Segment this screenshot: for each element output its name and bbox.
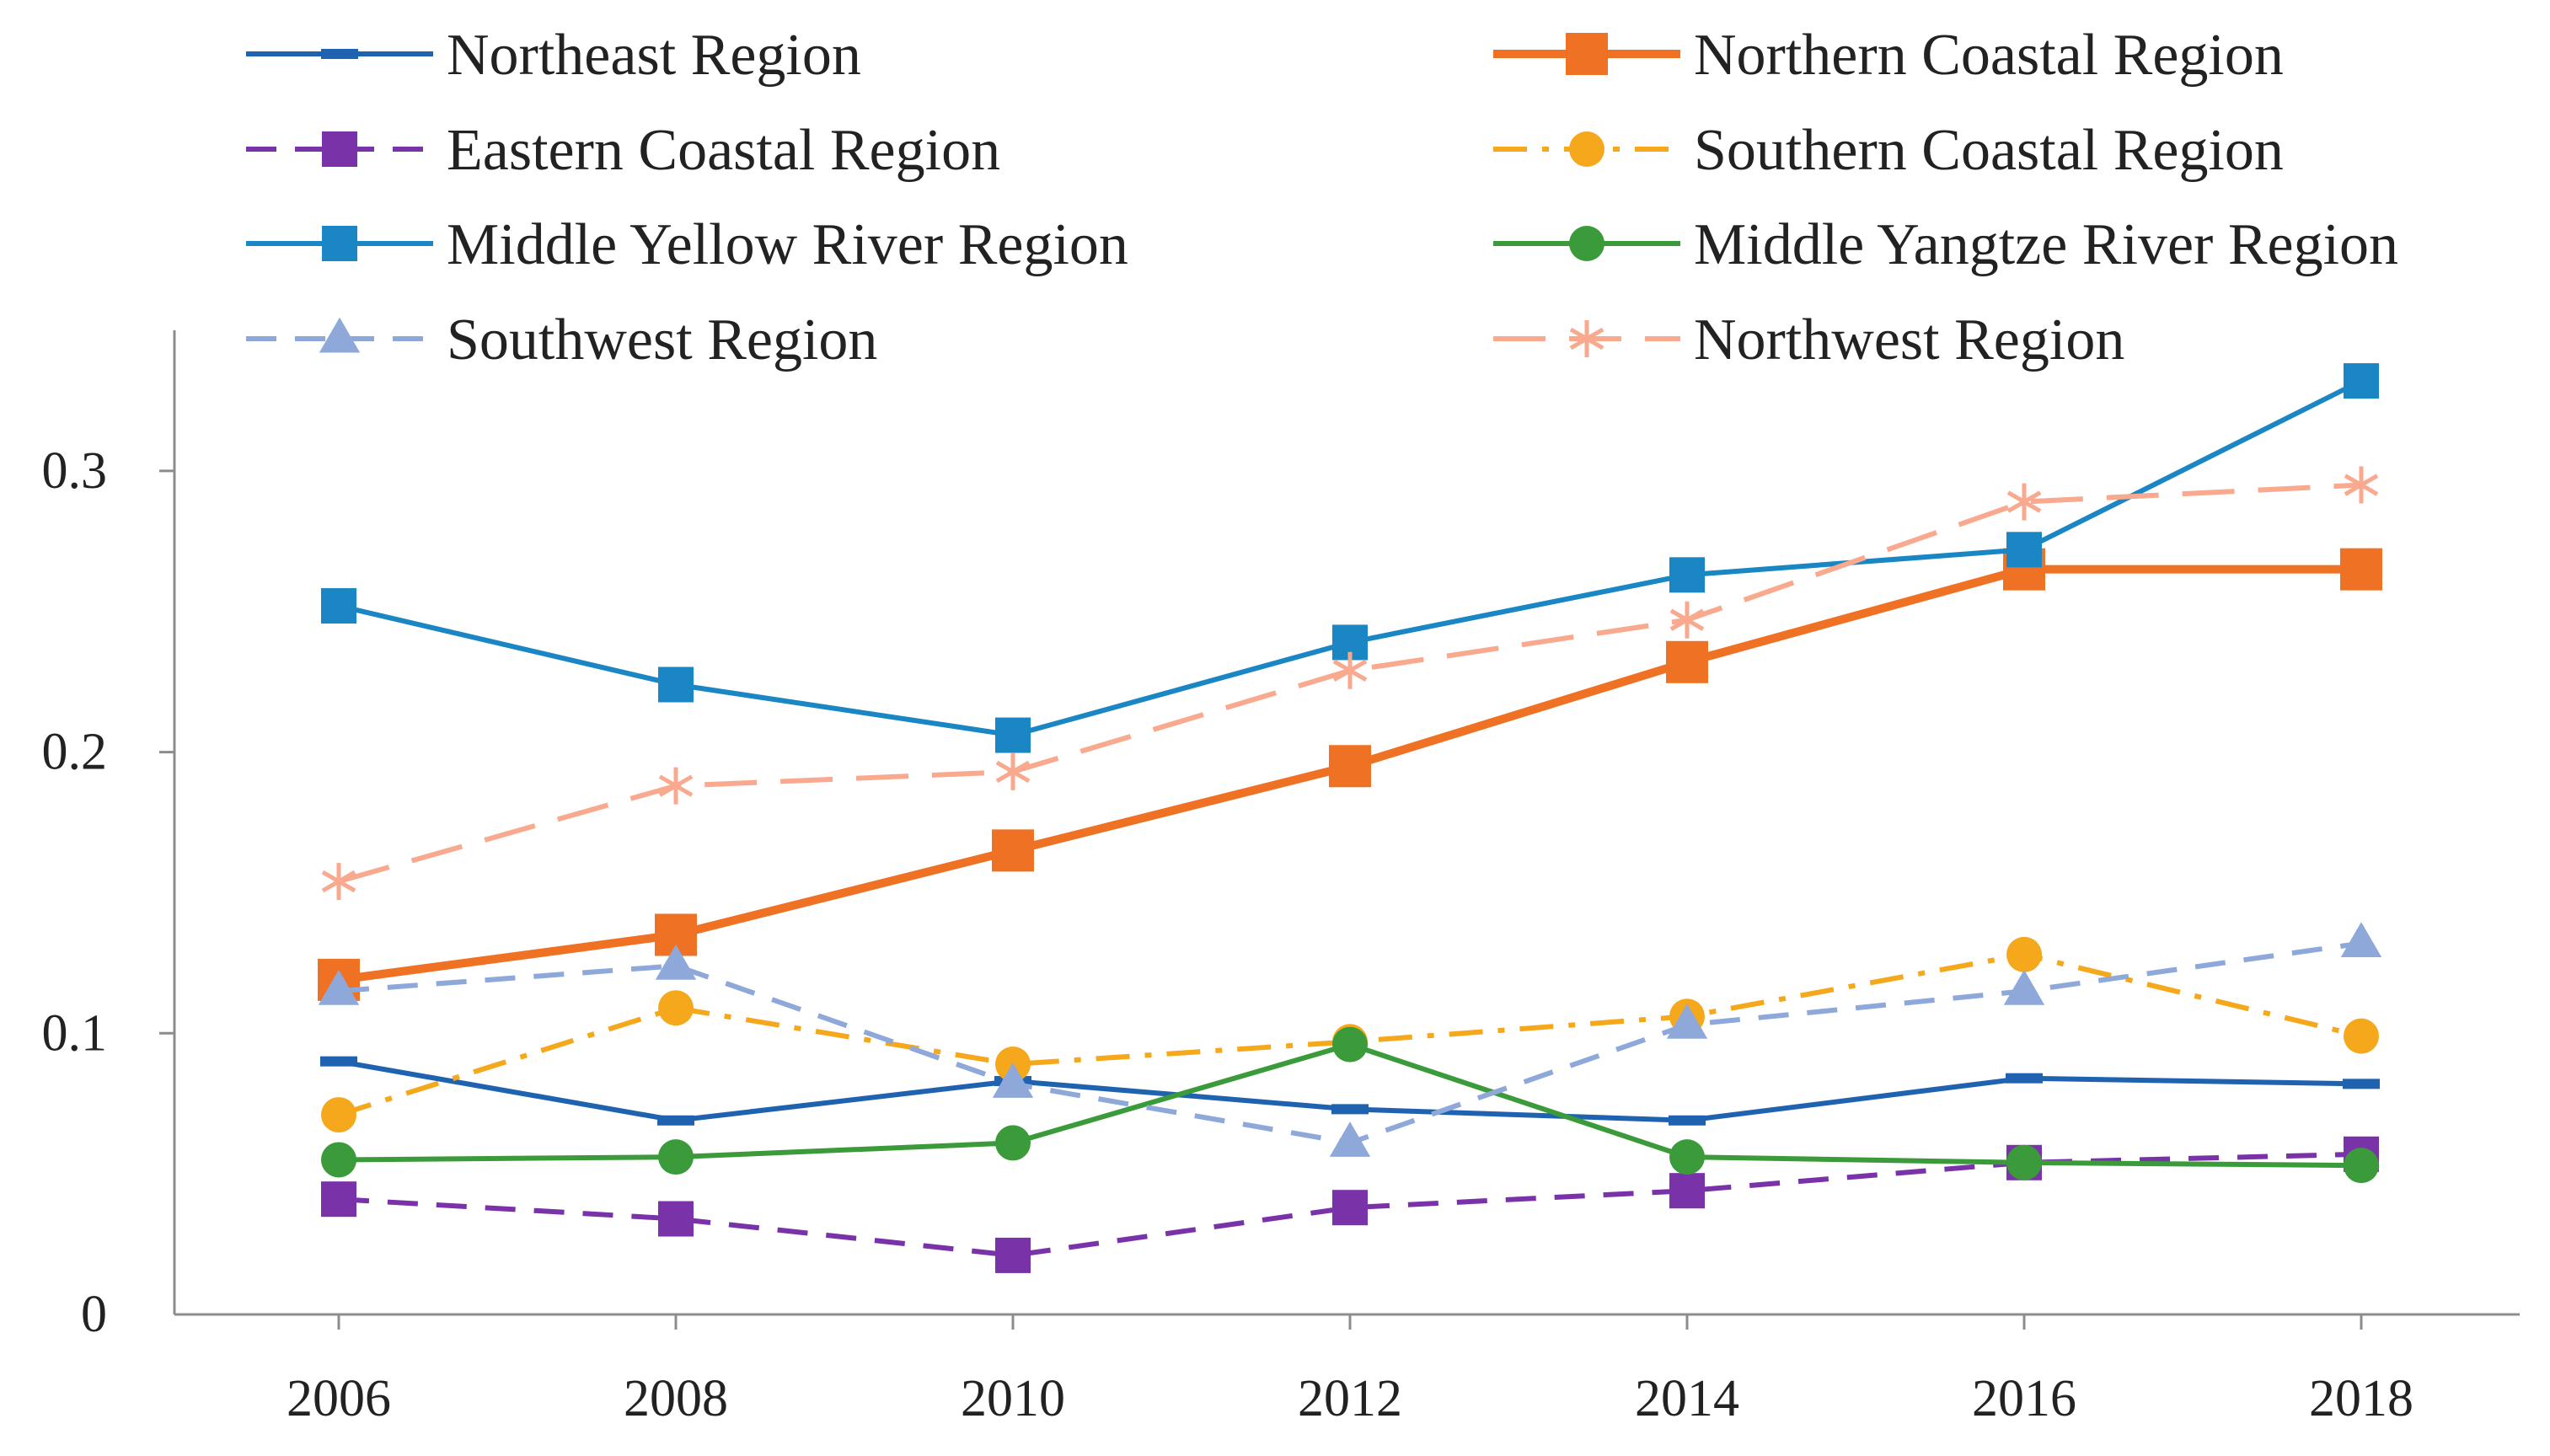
y-tick-label: 0.1 xyxy=(42,1004,108,1062)
data-point xyxy=(320,1056,357,1067)
data-point xyxy=(321,1097,356,1133)
data-point xyxy=(657,1115,694,1126)
legend-item-southwest-region: Southwest Region xyxy=(246,308,877,372)
data-point xyxy=(1332,651,1368,689)
data-point xyxy=(1669,601,1705,639)
legend-item-northern-coastal-region: Northern Coastal Region xyxy=(1493,23,2284,88)
data-point xyxy=(658,1201,694,1237)
legend-item-middle-yellow-river-region: Middle Yellow River Region xyxy=(246,212,1128,277)
data-point xyxy=(2006,936,2042,972)
data-point xyxy=(658,990,694,1026)
data-point xyxy=(2343,1079,2380,1089)
data-point xyxy=(321,863,356,901)
data-point xyxy=(658,666,694,703)
data-point xyxy=(318,969,360,1005)
y-tick-label: 0.2 xyxy=(42,724,108,781)
data-point xyxy=(321,1181,356,1218)
data-point xyxy=(2344,1148,2379,1184)
data-point xyxy=(321,588,356,624)
x-tick-label: 2012 xyxy=(1298,1370,1402,1427)
x-tick-label: 2008 xyxy=(624,1370,728,1427)
legend-swatch-marker xyxy=(321,49,358,59)
data-point xyxy=(2344,1018,2379,1054)
legend-item-middle-yangtze-river-region: Middle Yangtze River Region xyxy=(1493,212,2398,277)
legend-swatch-marker xyxy=(322,226,357,261)
x-tick-label: 2014 xyxy=(1635,1370,1739,1427)
asterisk-stroke xyxy=(1332,659,1368,682)
legend-swatch-marker xyxy=(322,131,357,167)
data-point xyxy=(2003,969,2045,1005)
asterisk-stroke xyxy=(2006,490,2042,513)
x-tick-label: 2006 xyxy=(287,1370,391,1427)
legend-label: Middle Yellow River Region xyxy=(447,212,1128,277)
legend-swatch-marker xyxy=(1566,33,1608,75)
legend-label: Northern Coastal Region xyxy=(1694,23,2284,88)
legend-swatch-marker xyxy=(1569,320,1604,357)
data-point xyxy=(2006,532,2042,568)
data-point xyxy=(995,1237,1031,1273)
legend-label: Middle Yangtze River Region xyxy=(1694,212,2398,277)
data-point xyxy=(1669,557,1705,593)
legend-item-northeast-region: Northeast Region xyxy=(246,23,861,88)
asterisk-stroke xyxy=(321,870,356,893)
data-point xyxy=(658,767,694,805)
asterisk-stroke xyxy=(658,774,694,797)
series-middle-yangtze-river-region xyxy=(321,1026,2379,1184)
data-point xyxy=(1332,1190,1368,1226)
data-point xyxy=(2006,483,2042,521)
series-northern-coastal-region xyxy=(318,548,2382,1001)
y-tick-label: 0.3 xyxy=(42,442,108,500)
data-point xyxy=(1669,1173,1705,1209)
series-middle-yellow-river-region xyxy=(321,363,2379,753)
legend-item-eastern-coastal-region: Eastern Coastal Region xyxy=(246,118,1000,183)
data-point xyxy=(1329,745,1371,788)
data-point xyxy=(2340,922,2382,957)
data-point xyxy=(1669,1139,1705,1175)
legend-label: Northeast Region xyxy=(447,23,861,88)
data-point xyxy=(321,1142,356,1178)
data-point xyxy=(995,717,1031,753)
x-tick-label: 2010 xyxy=(961,1370,1065,1427)
legend-swatch-marker xyxy=(1569,131,1604,167)
legend-label: Southern Coastal Region xyxy=(1694,118,2284,183)
series-northeast-region xyxy=(320,1056,2380,1126)
data-point xyxy=(2344,466,2379,504)
asterisk-stroke xyxy=(1669,608,1705,631)
legend-item-northwest-region: Northwest Region xyxy=(1493,308,2124,372)
data-point xyxy=(1329,1121,1371,1157)
asterisk-stroke xyxy=(995,760,1031,784)
data-point xyxy=(1332,1026,1368,1063)
data-point xyxy=(2344,363,2379,399)
asterisk-stroke xyxy=(1569,327,1604,351)
series-southwest-region xyxy=(318,922,2382,1157)
plot-area: 0 0.1 0.2 0.3 2006 2008 2010 2012 2014 2016 2018 xyxy=(42,330,2520,1427)
data-point xyxy=(1666,640,1708,683)
asterisk-stroke xyxy=(2344,474,2379,496)
data-point xyxy=(1669,1115,1706,1126)
legend-label: Northwest Region xyxy=(1694,308,2124,372)
data-point xyxy=(992,829,1034,872)
data-point xyxy=(2006,1073,2043,1084)
x-tick-label: 2016 xyxy=(1972,1370,2076,1427)
data-point xyxy=(655,944,697,980)
legend-label: Southwest Region xyxy=(447,308,877,372)
legend-swatch-marker xyxy=(1569,226,1604,261)
x-tick-label: 2018 xyxy=(2309,1370,2413,1427)
data-point xyxy=(995,1125,1031,1161)
data-point xyxy=(658,1139,694,1175)
data-point xyxy=(1666,1003,1708,1039)
data-point xyxy=(2006,1144,2042,1180)
legend-item-southern-coastal-region: Southern Coastal Region xyxy=(1493,118,2284,183)
data-point xyxy=(995,752,1031,790)
data-point xyxy=(2340,548,2382,591)
data-point xyxy=(992,1063,1034,1098)
legend-swatch-marker xyxy=(319,317,361,353)
legend: Northeast Region Northern Coastal Region E… xyxy=(246,23,2398,372)
series-northwest-region xyxy=(321,466,2379,901)
y-tick-label: 0 xyxy=(81,1286,107,1343)
legend-label: Eastern Coastal Region xyxy=(447,118,1000,183)
data-point xyxy=(1331,1104,1369,1115)
